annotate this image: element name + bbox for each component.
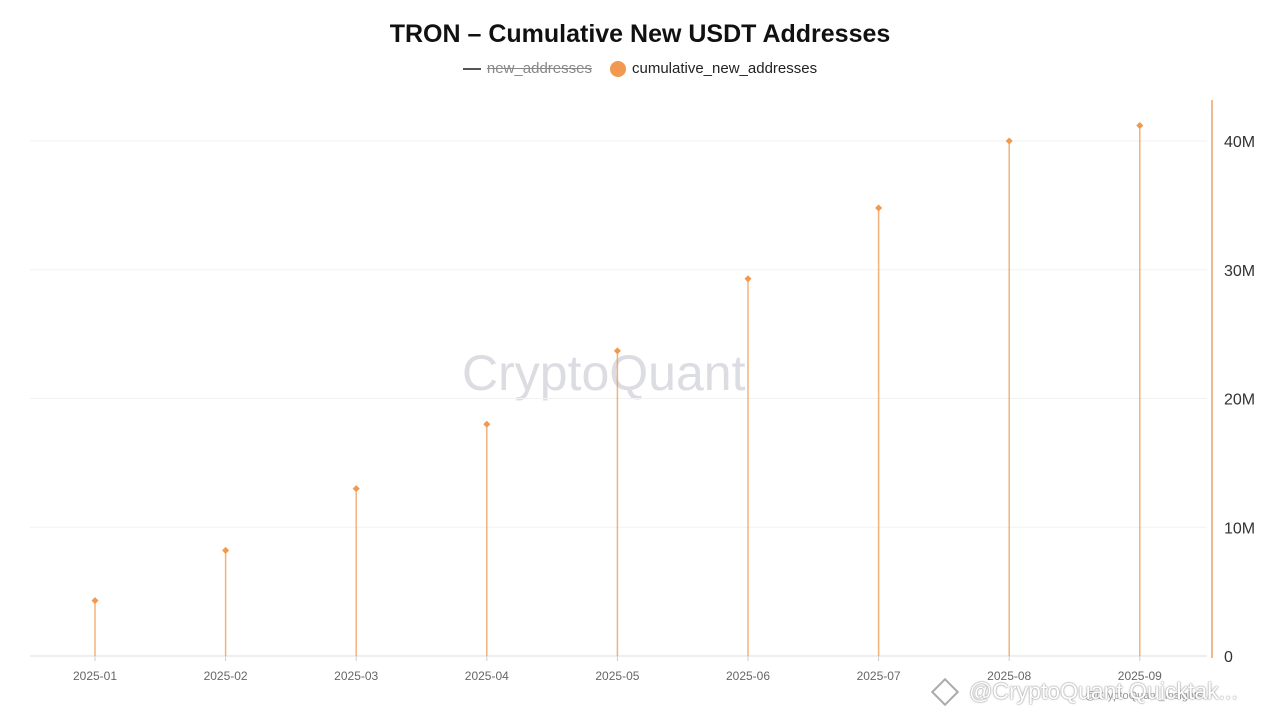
- legend-item-new-addresses[interactable]: new_addresses: [462, 60, 592, 77]
- brand-badge: @CryptoQuant Quicktak...: [930, 677, 1238, 706]
- x-tick-label: 2025-05: [595, 669, 639, 683]
- x-tick-label: 2025-07: [857, 669, 901, 683]
- y-tick-label: 0: [1224, 649, 1233, 666]
- legend-label-new-addresses: new_addresses: [486, 60, 592, 77]
- sub-brand: @CryptoQuant_Insights...: [1085, 690, 1212, 702]
- x-tick-label: 2025-01: [73, 669, 117, 683]
- x-tick-label: 2025-09: [1118, 669, 1162, 683]
- x-tick-label: 2025-03: [334, 669, 378, 683]
- legend-label-cumulative-new-addresses: cumulative_new_addresses: [631, 60, 818, 77]
- data-point: [744, 275, 752, 283]
- chart-title: TRON – Cumulative New USDT Addresses: [389, 20, 891, 48]
- dot-swatch-icon: [609, 60, 626, 77]
- data-point: [875, 204, 883, 212]
- legend: new_addresses cumulative_new_addresses: [0, 60, 1280, 77]
- watermark: CryptoQuant: [462, 345, 746, 401]
- x-tick-label: 2025-04: [465, 669, 509, 683]
- y-tick-label: 10M: [1224, 520, 1255, 537]
- brand-text: @CryptoQuant Quicktak...: [969, 678, 1238, 704]
- legend-item-cumulative-new-addresses[interactable]: cumulative_new_addresses: [609, 60, 818, 77]
- data-point: [91, 597, 99, 605]
- x-tick-label: 2025-02: [204, 669, 248, 683]
- data-point: [1005, 137, 1013, 145]
- y-tick-label: 40M: [1224, 134, 1255, 151]
- data-point: [483, 420, 491, 428]
- data-point: [1136, 122, 1144, 130]
- line-swatch-icon: [462, 67, 481, 70]
- x-tick-label: 2025-06: [726, 669, 770, 683]
- data-point: [352, 485, 360, 493]
- y-tick-label: 30M: [1224, 263, 1255, 280]
- y-tick-label: 20M: [1224, 392, 1255, 409]
- logo-icon: [930, 677, 960, 706]
- x-tick-label: 2025-08: [987, 669, 1031, 683]
- data-point: [222, 546, 230, 554]
- data-point: [613, 347, 621, 355]
